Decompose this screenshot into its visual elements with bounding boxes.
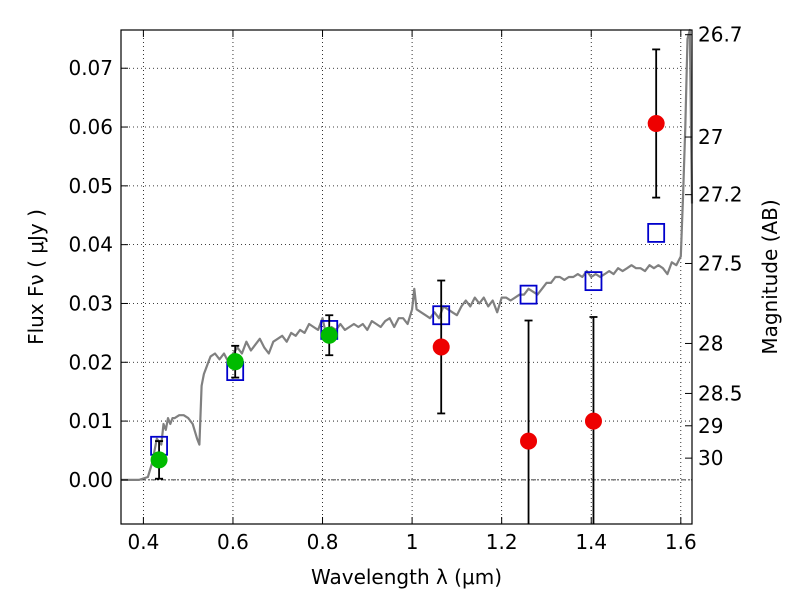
right-tick-label: 27.5 bbox=[698, 251, 743, 275]
plot-frame bbox=[120, 29, 693, 525]
y-tick-label: 0.03 bbox=[68, 291, 113, 315]
observed-flux-point bbox=[226, 353, 244, 371]
observed-flux-point bbox=[647, 115, 665, 133]
y-tick-label: 0.02 bbox=[68, 350, 113, 374]
model-photometry-square bbox=[584, 271, 603, 292]
x-tick-label: 0.8 bbox=[307, 530, 339, 554]
right-tick-label: 27 bbox=[698, 125, 723, 149]
right-axis-label: Magnitude (AB) bbox=[758, 199, 782, 354]
x-tick-label: 0.4 bbox=[127, 530, 159, 554]
y-tick-label: 0.07 bbox=[68, 56, 113, 80]
x-tick-label: 1.4 bbox=[575, 530, 607, 554]
y-tick-label: 0.04 bbox=[68, 233, 113, 257]
y-tick-label: 0.01 bbox=[68, 409, 113, 433]
y-axis-label: Flux Fν ( μJy ) bbox=[24, 209, 48, 345]
x-tick-label: 0.6 bbox=[217, 530, 249, 554]
data-marks bbox=[150, 48, 666, 524]
model-spectrum-path bbox=[121, 28, 694, 481]
right-tick-label: 28.5 bbox=[698, 381, 743, 405]
right-tick-label: 27.2 bbox=[698, 183, 743, 207]
model-spectrum-line bbox=[121, 28, 694, 481]
right-tick-label: 26.7 bbox=[698, 23, 743, 47]
grid bbox=[121, 30, 692, 524]
x-tick-label: 1 bbox=[406, 530, 419, 554]
observed-flux-point bbox=[584, 412, 602, 430]
observed-flux-point bbox=[520, 432, 538, 450]
model-photometry-square bbox=[519, 284, 538, 305]
observed-flux-point bbox=[320, 326, 338, 344]
model-photometry-square bbox=[647, 222, 666, 243]
x-tick-label: 1.2 bbox=[486, 530, 518, 554]
observed-flux-point bbox=[150, 451, 168, 469]
x-tick-label: 1.6 bbox=[665, 530, 697, 554]
x-axis-label: Wavelength λ (μm) bbox=[311, 565, 502, 589]
axis-ticks: 0.4 0.6 0.8 1 1.2 1.4 1.6 0.00 0.01 0.02 0.03 0.04 0… bbox=[68, 23, 742, 554]
y-tick-label: 0.00 bbox=[68, 468, 113, 492]
right-tick-label: 28 bbox=[698, 331, 723, 355]
y-tick-label: 0.05 bbox=[68, 174, 113, 198]
right-tick-label: 30 bbox=[698, 446, 723, 470]
observed-flux-point bbox=[432, 338, 450, 356]
right-tick-label: 29 bbox=[698, 414, 723, 438]
y-tick-label: 0.06 bbox=[68, 115, 113, 139]
